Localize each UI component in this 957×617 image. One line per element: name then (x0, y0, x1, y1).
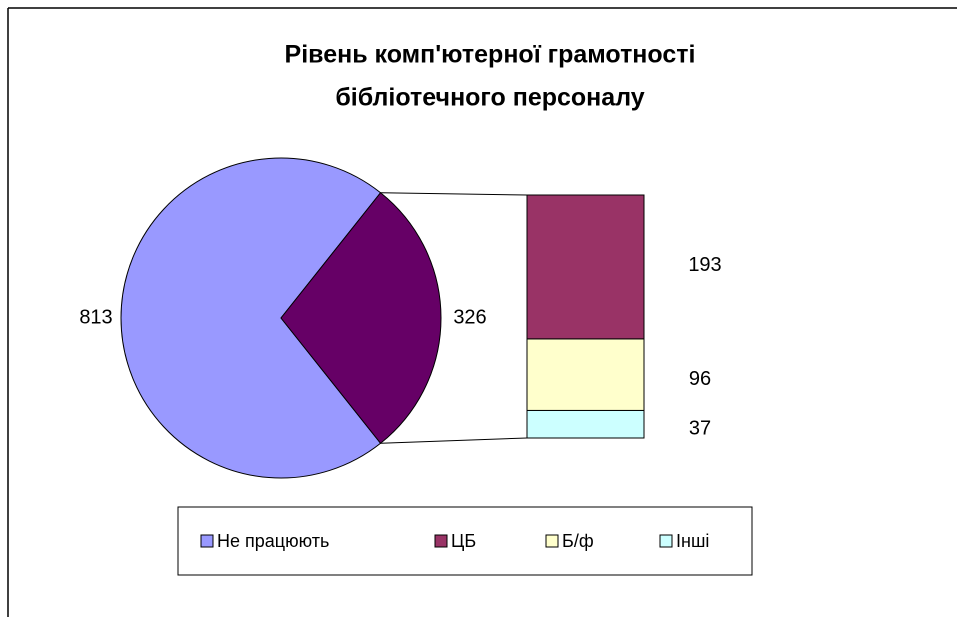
data-label: 193 (688, 254, 721, 276)
legend-swatch (659, 534, 673, 548)
legend-swatch (545, 534, 559, 548)
bar-segment (526, 338, 645, 411)
data-label: 813 (79, 306, 112, 328)
connector (380, 437, 528, 444)
chart-title: бібліотечного персоналу (335, 84, 644, 112)
legend-label: Б/ф (562, 531, 594, 551)
chart-title: Рівень комп'ютерної грамотності (285, 41, 696, 69)
connector (380, 192, 528, 196)
data-label: 326 (453, 306, 486, 328)
legend-label: Інші (676, 531, 709, 551)
pie-slice (120, 157, 382, 479)
bar-segment (526, 409, 645, 439)
data-label: 96 (689, 368, 711, 390)
legend-label: ЦБ (451, 531, 476, 551)
legend-swatch (434, 534, 448, 548)
pie-slice (280, 192, 442, 444)
data-label: 37 (689, 417, 711, 439)
legend-swatch (200, 534, 214, 548)
legend-label: Не працюють (217, 531, 329, 551)
legend-box (177, 506, 753, 576)
bar-segment (526, 194, 645, 340)
